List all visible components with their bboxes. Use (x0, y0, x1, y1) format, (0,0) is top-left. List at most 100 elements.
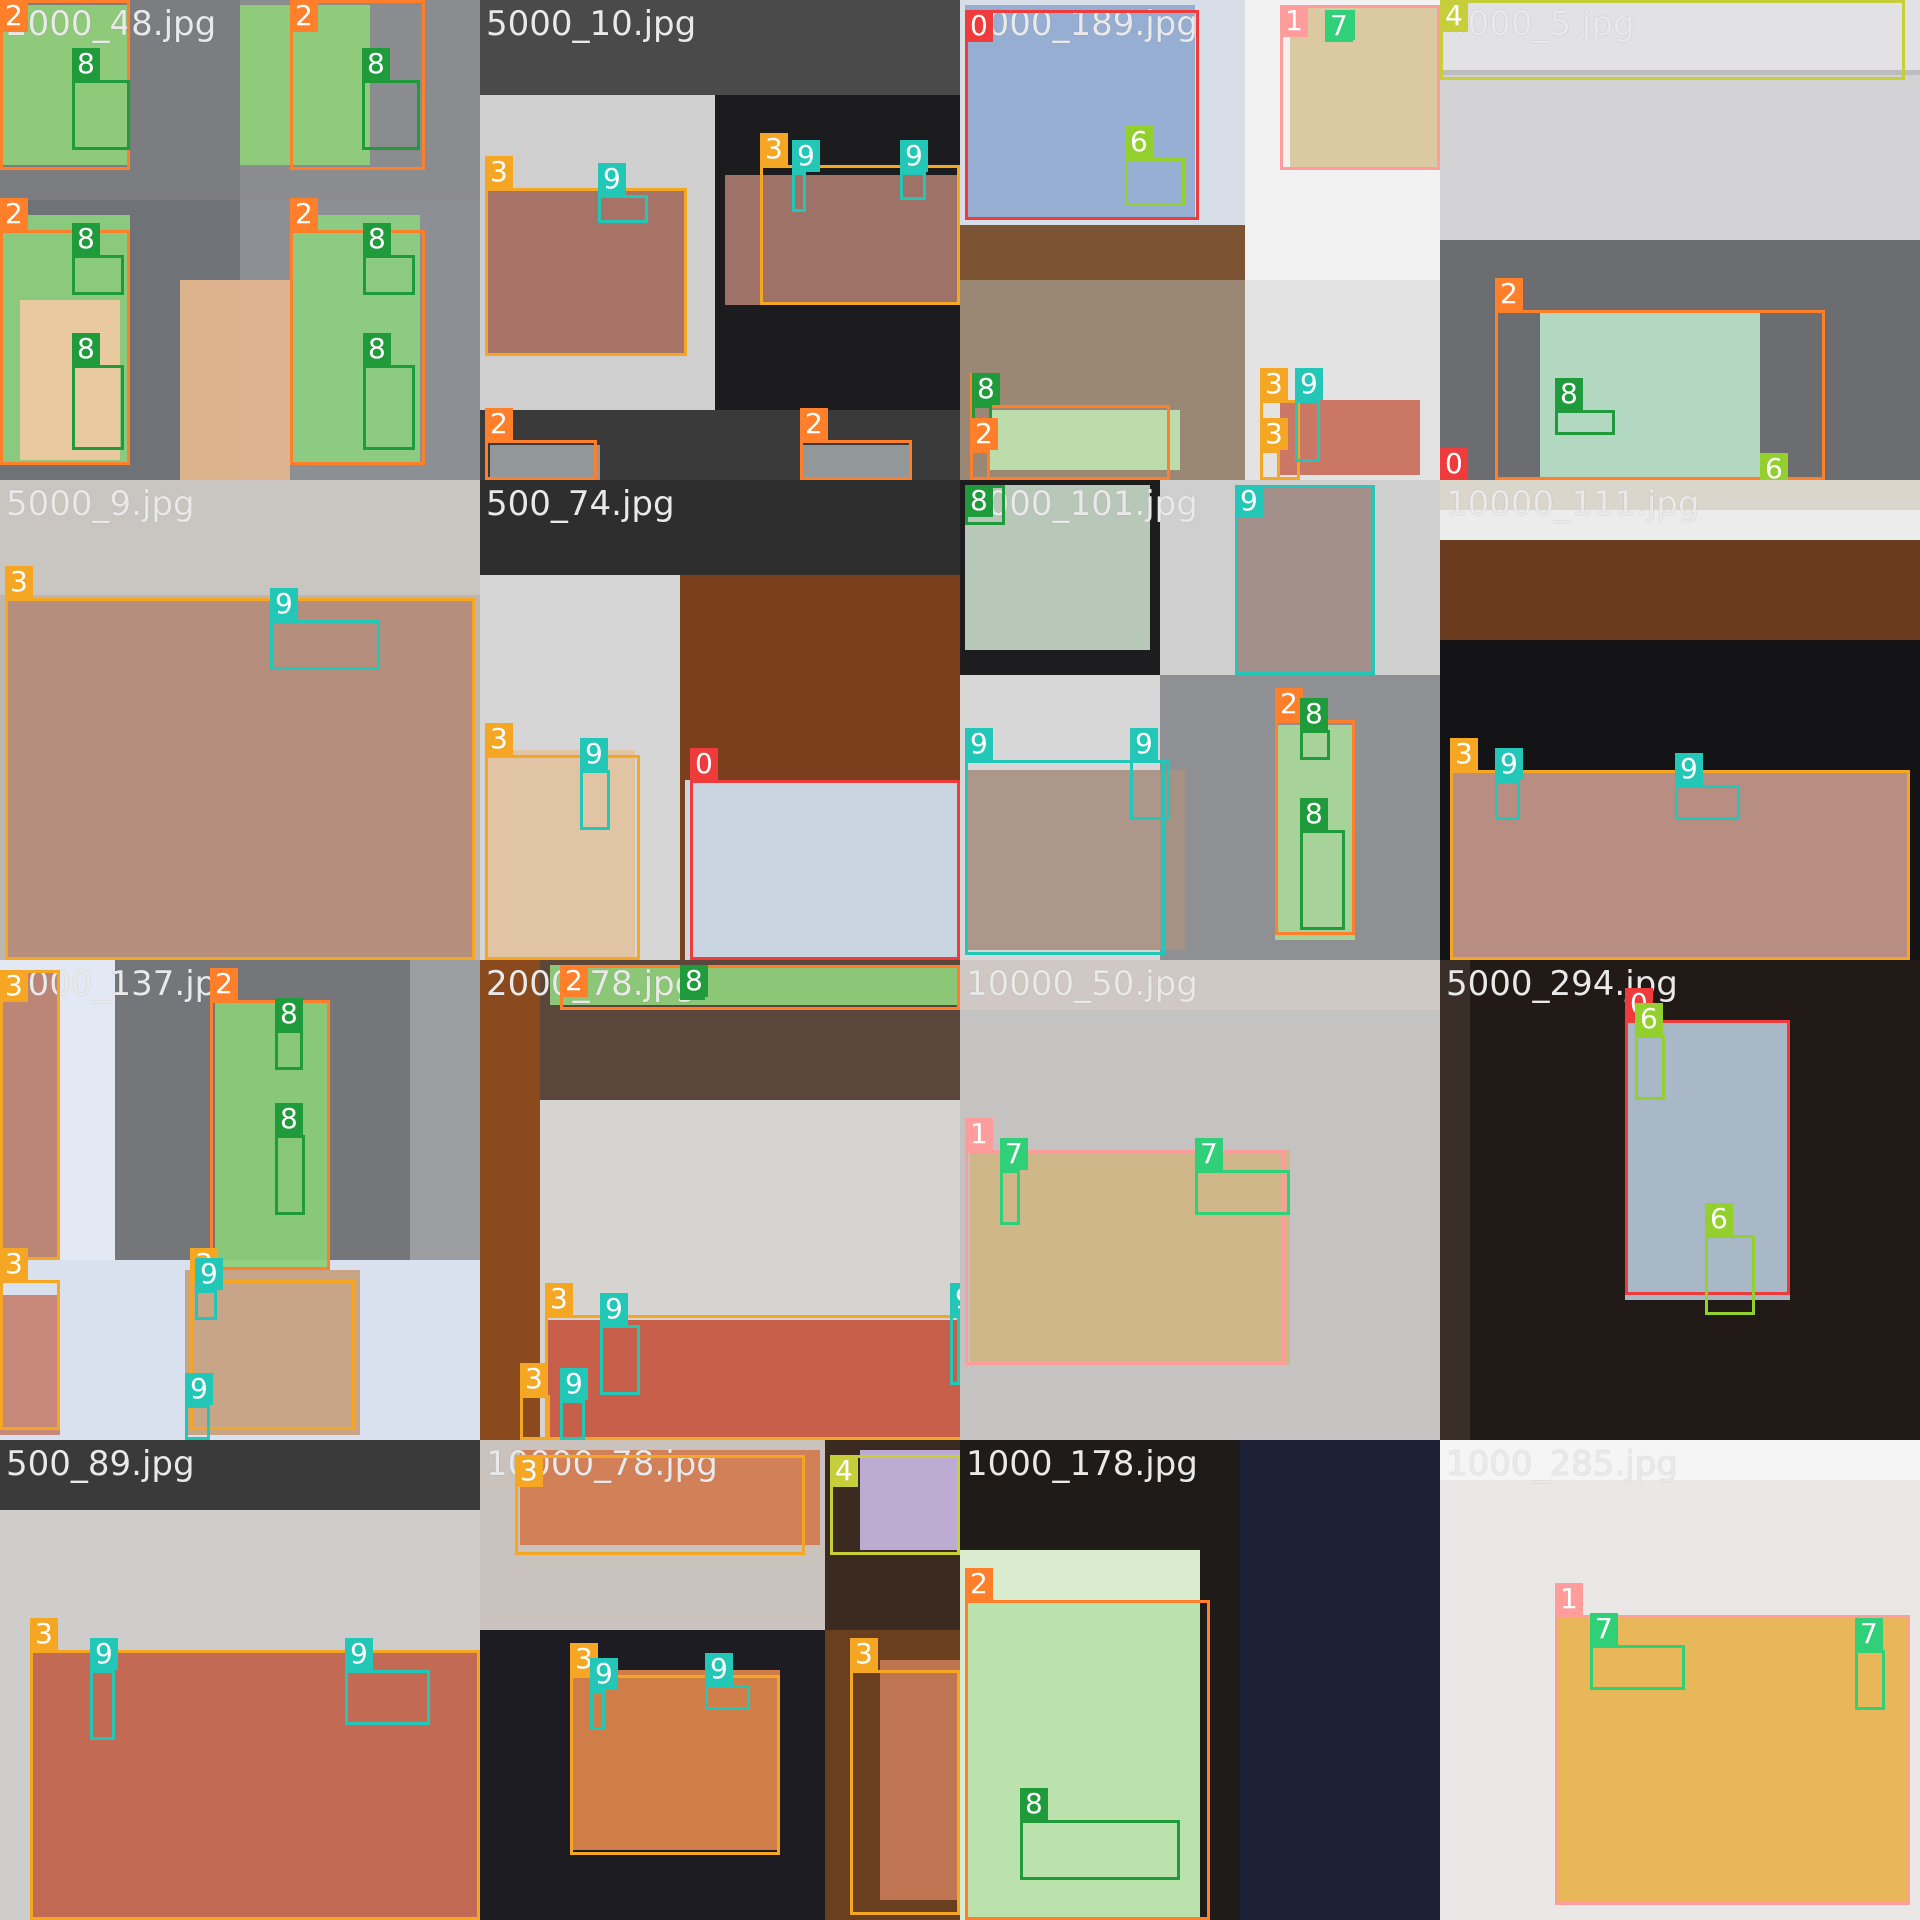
detection-box: 3 (485, 723, 640, 960)
class-label: 9 (598, 163, 626, 195)
background-region (1440, 1440, 1920, 1480)
banknote-image (550, 965, 960, 1005)
mosaic-tile: 10000_78.jpg 3 4 3 9 9 3 (480, 1440, 960, 1920)
detection-box: 8 (1300, 698, 1330, 760)
detection-box: 9 (705, 1653, 750, 1710)
class-label: 3 (30, 1618, 58, 1650)
detection-box: 6 (1125, 126, 1185, 206)
mosaic-tile: 0000_189.jpg0617282393 (960, 0, 1440, 480)
detection-box: 9 (185, 1373, 213, 1440)
class-label: 8 (1300, 698, 1328, 730)
detection-box: 0 (690, 748, 960, 960)
mosaic-tile: 500_74.jpg 3 9 0 (480, 480, 960, 960)
detection-box: 2 (560, 965, 960, 1010)
class-label: 9 (90, 1638, 118, 1670)
detection-box: 9 (1295, 368, 1323, 462)
banknote-image (1440, 0, 1920, 70)
banknote-image (880, 1660, 960, 1900)
class-label: 2 (485, 408, 513, 440)
class-label: 9 (345, 1638, 373, 1670)
class-label: 9 (590, 1658, 618, 1690)
class-label: 6 (1760, 453, 1788, 480)
class-label: 8 (363, 333, 391, 365)
detection-box: 8 (275, 1103, 305, 1215)
detection-box: 9 (598, 163, 648, 223)
class-label: 6 (1125, 126, 1153, 158)
class-label: 9 (1130, 728, 1158, 760)
class-label: 2 (1275, 688, 1303, 720)
class-label: 9 (1295, 368, 1323, 400)
class-label: 2 (800, 408, 828, 440)
class-label: 8 (72, 333, 100, 365)
class-label: 7 (1325, 10, 1353, 42)
class-label: 7 (1590, 1613, 1618, 1645)
class-label: 3 (1450, 738, 1478, 770)
class-label: 9 (560, 1368, 588, 1400)
detection-box: 9 (1675, 753, 1740, 820)
detection-box: 9 (270, 588, 380, 670)
class-label: 8 (680, 965, 708, 997)
detection-box: 3 (485, 156, 687, 356)
banknote-image (180, 280, 290, 480)
banknote-image (990, 410, 1180, 470)
banknote-image (485, 750, 635, 960)
detection-box: 2 (965, 1568, 1210, 1920)
class-label: 8 (72, 48, 100, 80)
class-label: 9 (185, 1373, 213, 1405)
banknote-image (30, 1650, 480, 1920)
banknote-image (965, 770, 1185, 950)
detection-box: 3 (30, 1618, 480, 1920)
class-label: 9 (600, 1293, 628, 1325)
class-label: 8 (1300, 798, 1328, 830)
detection-box: 9 (1130, 728, 1170, 820)
class-label: 3 (485, 156, 513, 188)
class-label: 0 (1440, 448, 1468, 480)
class-label: 9 (1495, 748, 1523, 780)
banknote-image (570, 1670, 780, 1850)
banknote-image (1440, 480, 1920, 510)
class-label: 9 (965, 728, 993, 760)
detection-box: 6 (1635, 1003, 1665, 1100)
mosaic-tile: 1000_101.jpg 8 9 9 9 2 8 8 (960, 480, 1440, 960)
detection-box: 2 (0, 198, 130, 465)
detection-box: 8 (680, 965, 708, 1000)
class-label: 2 (290, 0, 318, 32)
class-label: 3 (850, 1638, 878, 1670)
detection-box: 2 (210, 968, 330, 1270)
detection-box: 6 (1705, 1203, 1755, 1315)
banknote-image (965, 1600, 1200, 1920)
class-label: 8 (275, 998, 303, 1030)
class-label: 3 (5, 566, 33, 598)
class-label: 8 (1555, 378, 1583, 410)
class-label: 4 (830, 1455, 858, 1487)
banknote-image (970, 1150, 1290, 1365)
class-label: 2 (290, 198, 318, 230)
detection-box: 8 (965, 485, 1005, 525)
background-region (1440, 540, 1920, 640)
mosaic-tile: 5000_294.jpg066 (1440, 960, 1920, 1440)
detection-box: 7 (1855, 1618, 1885, 1710)
detection-box: 4 (830, 1455, 960, 1555)
detection-box: 3 (760, 133, 960, 305)
mosaic-tile: 4000_5.jpg 4 2 8 0 6 (1440, 0, 1920, 480)
mosaic-tile: 10000_111.jpg 3 9 9 (1440, 480, 1920, 960)
background-region (1440, 960, 1470, 1440)
detection-box: 2 (970, 418, 998, 480)
detection-box: 2 (1495, 278, 1825, 480)
banknote-image (685, 780, 960, 960)
class-label: 9 (580, 738, 608, 770)
detection-box: 8 (72, 333, 124, 450)
class-label: 7 (1000, 1138, 1028, 1170)
mosaic-tile: 2000_78.jpg2839939 (480, 960, 960, 1440)
detection-box: 1 (1555, 1583, 1910, 1905)
detection-box: 2 (290, 198, 425, 465)
background-region (960, 960, 1440, 1010)
detection-box: 3 (520, 1363, 550, 1440)
banknote-image (860, 1450, 960, 1550)
mosaic-tile: 1000_285.jpg 1 7 7 (1440, 1440, 1920, 1920)
detection-box: 9 (590, 1658, 618, 1730)
class-label: 1 (1280, 5, 1308, 37)
class-label: 2 (1495, 278, 1523, 310)
background-region (480, 480, 960, 575)
class-label: 1 (965, 1118, 993, 1150)
